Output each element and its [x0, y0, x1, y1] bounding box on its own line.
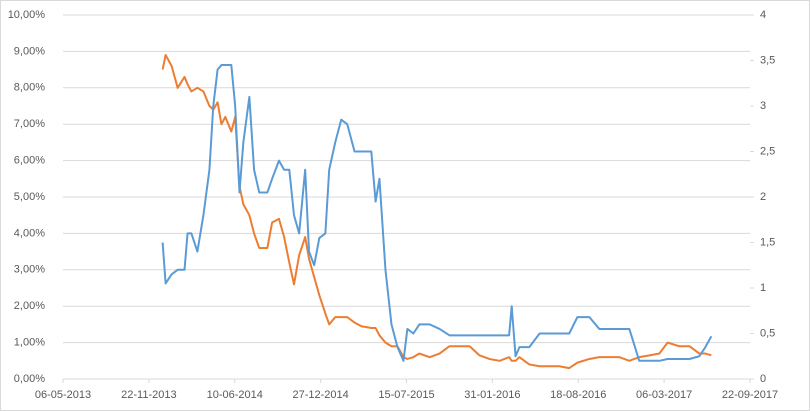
- y-tick-label: 4,00%: [14, 227, 45, 239]
- y-tick-label: 2,00%: [14, 300, 45, 312]
- x-tick-label: 22-11-2013: [121, 389, 176, 401]
- y2-tick-label: 3: [760, 100, 766, 112]
- data-line: [161, 64, 713, 362]
- x-tick-label: 06-03-2017: [636, 389, 692, 401]
- y-tick-label: 9,00%: [14, 45, 45, 57]
- y2-tick-label: 2: [760, 191, 766, 203]
- y2-tick-label: 3,5: [760, 54, 775, 66]
- y-tick-label: 7,00%: [14, 118, 45, 130]
- x-tick-label: 10-06-2014: [207, 389, 263, 401]
- x-tick-label: 27-12-2014: [292, 389, 348, 401]
- y-tick-label: 5,00%: [14, 191, 45, 203]
- y-tick-label: 1,00%: [14, 337, 45, 349]
- x-tick-label: 31-01-2016: [464, 389, 520, 401]
- y2-tick-label: 0: [760, 373, 766, 385]
- y-tick-label: 0,00%: [14, 373, 45, 385]
- y2-tick-label: 1: [760, 282, 766, 294]
- x-tick-label: 06-05-2013: [35, 389, 91, 401]
- y2-tick-label: 1,5: [760, 236, 775, 248]
- y2-tick-label: 4: [760, 9, 766, 21]
- y-tick-label: 3,00%: [14, 264, 45, 276]
- x-tick-label: 22-09-2017: [722, 389, 778, 401]
- y-tick-label: 6,00%: [14, 155, 45, 167]
- y-tick-label: 8,00%: [14, 82, 45, 94]
- y-tick-label: 10,00%: [8, 9, 46, 21]
- y2-tick-label: 2,5: [760, 145, 775, 157]
- y2-tick-label: 0,5: [760, 327, 775, 339]
- data-line: [161, 54, 712, 370]
- x-tick-label: 15-07-2015: [378, 389, 434, 401]
- x-tick-label: 18-08-2016: [550, 389, 606, 401]
